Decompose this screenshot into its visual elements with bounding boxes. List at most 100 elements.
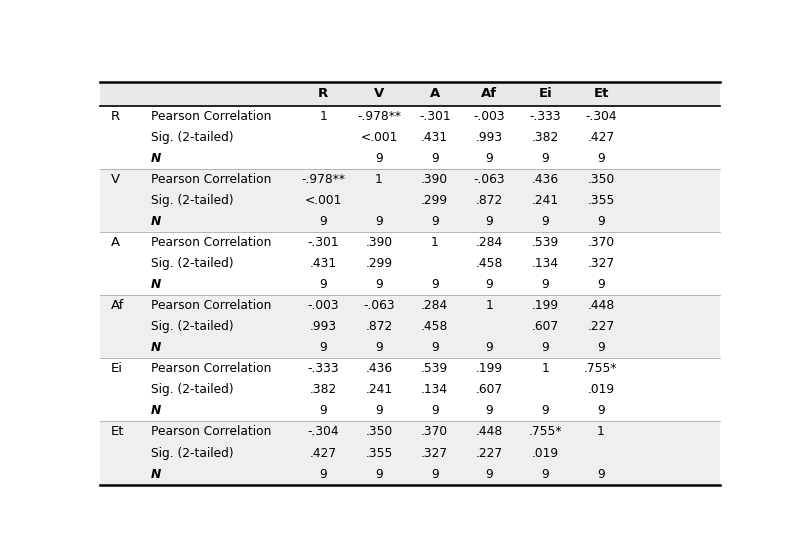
Text: Af: Af [111, 299, 125, 312]
Text: 9: 9 [597, 467, 605, 481]
Text: .458: .458 [421, 320, 449, 333]
Text: .284: .284 [421, 299, 449, 312]
Text: Ei: Ei [111, 362, 123, 375]
Bar [100, 337, 720, 358]
Text: .607: .607 [531, 320, 558, 333]
Text: .284: .284 [476, 236, 503, 249]
Text: N: N [151, 152, 161, 165]
Text: .227: .227 [476, 447, 503, 459]
Text: Pearson Correlation: Pearson Correlation [151, 425, 271, 438]
Text: 9: 9 [319, 467, 327, 481]
Text: <.001: <.001 [305, 194, 342, 207]
Text: 9: 9 [375, 342, 383, 354]
Text: 9: 9 [597, 215, 605, 228]
Bar [100, 463, 720, 485]
Text: -.978**: -.978** [301, 173, 346, 186]
Text: 9: 9 [597, 405, 605, 418]
Text: .993: .993 [476, 131, 503, 144]
Text: .327: .327 [587, 257, 614, 270]
Bar [100, 169, 720, 190]
Text: N: N [151, 405, 161, 418]
Text: 9: 9 [319, 405, 327, 418]
Text: 9: 9 [486, 152, 494, 165]
Text: 9: 9 [375, 278, 383, 291]
Text: 9: 9 [597, 152, 605, 165]
Text: .993: .993 [310, 320, 337, 333]
Text: .019: .019 [587, 383, 614, 396]
Bar [100, 253, 720, 274]
Text: .427: .427 [587, 131, 614, 144]
Bar [100, 106, 720, 127]
Text: .458: .458 [476, 257, 503, 270]
Text: .539: .539 [531, 236, 558, 249]
Bar [100, 82, 720, 106]
Text: Af: Af [482, 87, 498, 101]
Text: 1: 1 [542, 362, 549, 375]
Text: -.304: -.304 [307, 425, 339, 438]
Text: Sig. (2-tailed): Sig. (2-tailed) [151, 320, 234, 333]
Bar [100, 295, 720, 316]
Text: 9: 9 [542, 467, 549, 481]
Bar [100, 316, 720, 337]
Text: Pearson Correlation: Pearson Correlation [151, 299, 271, 312]
Text: .019: .019 [531, 447, 558, 459]
Text: .199: .199 [476, 362, 503, 375]
Text: .607: .607 [476, 383, 503, 396]
Text: .436: .436 [366, 362, 393, 375]
Text: 1: 1 [319, 110, 327, 123]
Text: Et: Et [111, 425, 125, 438]
Text: 9: 9 [542, 405, 549, 418]
Text: .539: .539 [421, 362, 449, 375]
Text: N: N [151, 467, 161, 481]
Text: .872: .872 [366, 320, 393, 333]
Text: Sig. (2-tailed): Sig. (2-tailed) [151, 447, 234, 459]
Text: .431: .431 [422, 131, 448, 144]
Text: -.304: -.304 [585, 110, 617, 123]
Text: 9: 9 [319, 278, 327, 291]
Bar [100, 380, 720, 400]
Text: Sig. (2-tailed): Sig. (2-tailed) [151, 131, 234, 144]
Text: .350: .350 [587, 173, 614, 186]
Text: 1: 1 [486, 299, 494, 312]
Text: .427: .427 [310, 447, 337, 459]
Text: A: A [111, 236, 120, 249]
Text: 1: 1 [375, 173, 383, 186]
Text: -.333: -.333 [307, 362, 339, 375]
Text: 9: 9 [431, 405, 438, 418]
Text: Pearson Correlation: Pearson Correlation [151, 236, 271, 249]
Text: 9: 9 [431, 152, 438, 165]
Bar [100, 400, 720, 421]
Text: .355: .355 [587, 194, 614, 207]
Text: 9: 9 [597, 342, 605, 354]
Text: 9: 9 [542, 215, 549, 228]
Text: .448: .448 [476, 425, 503, 438]
Text: .355: .355 [366, 447, 393, 459]
Text: .390: .390 [366, 236, 393, 249]
Text: .299: .299 [422, 194, 448, 207]
Text: 9: 9 [375, 152, 383, 165]
Text: Pearson Correlation: Pearson Correlation [151, 362, 271, 375]
Text: 1: 1 [431, 236, 438, 249]
Text: 9: 9 [431, 278, 438, 291]
Text: R: R [318, 87, 328, 101]
Text: Ei: Ei [538, 87, 552, 101]
Bar [100, 211, 720, 232]
Text: 9: 9 [542, 342, 549, 354]
Text: .755*: .755* [529, 425, 562, 438]
Text: .299: .299 [366, 257, 393, 270]
Text: .436: .436 [531, 173, 558, 186]
Text: 9: 9 [486, 342, 494, 354]
Text: .370: .370 [422, 425, 448, 438]
Text: .382: .382 [531, 131, 558, 144]
Text: 9: 9 [542, 278, 549, 291]
Text: 9: 9 [486, 467, 494, 481]
Text: Sig. (2-tailed): Sig. (2-tailed) [151, 257, 234, 270]
Text: Sig. (2-tailed): Sig. (2-tailed) [151, 194, 234, 207]
Text: Pearson Correlation: Pearson Correlation [151, 110, 271, 123]
Text: .241: .241 [366, 383, 393, 396]
Text: V: V [374, 87, 384, 101]
Text: -.003: -.003 [474, 110, 505, 123]
Text: .134: .134 [422, 383, 448, 396]
Text: 9: 9 [319, 215, 327, 228]
Text: .390: .390 [422, 173, 448, 186]
